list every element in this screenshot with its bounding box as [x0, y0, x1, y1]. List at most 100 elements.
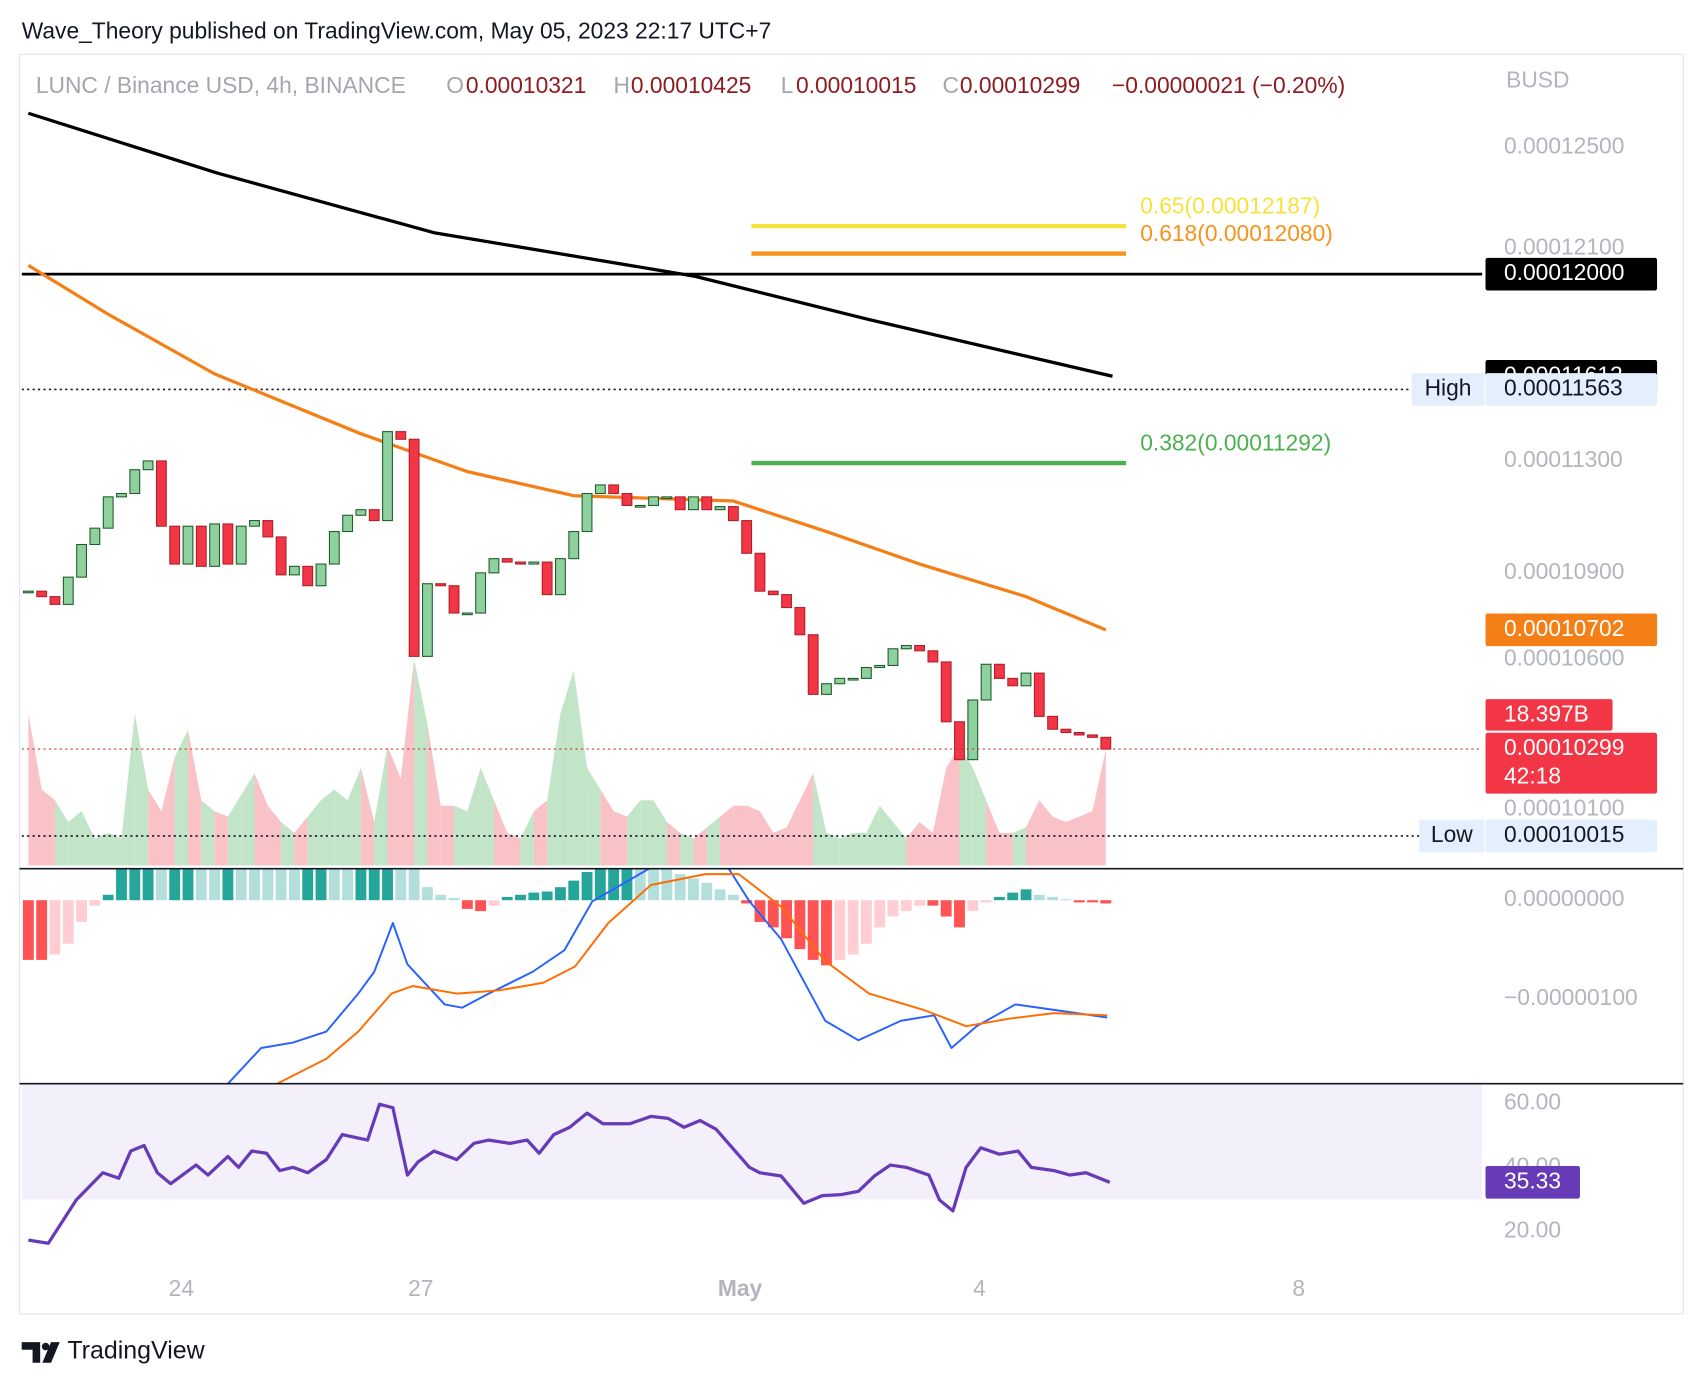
volume-area [1079, 811, 1093, 866]
volume-area [720, 805, 734, 866]
macd-histogram-bar [767, 900, 779, 928]
candle [634, 504, 646, 508]
candle [874, 664, 886, 669]
candle [621, 492, 633, 507]
macd-histogram-bar [1087, 900, 1098, 903]
macd-histogram-bar [395, 868, 407, 901]
volume-area [866, 805, 880, 866]
close-tag-bg [1485, 732, 1658, 794]
axes: 24 27 May 4 8 0.00012500 0.00012100 0.00011300 0… [169, 132, 1658, 1301]
volume-area [826, 832, 840, 866]
volume-area [999, 832, 1013, 866]
x-tick-label: 8 [1292, 1275, 1305, 1301]
volume-area [587, 767, 601, 866]
macd-histogram-bar [860, 900, 872, 944]
candle [209, 523, 221, 567]
candle [475, 572, 487, 614]
macd-histogram-bar [515, 894, 526, 901]
candle [435, 583, 447, 587]
x-tick-label: 4 [973, 1275, 986, 1301]
candle [142, 460, 154, 471]
brand: TradingView [67, 1337, 205, 1365]
macd-histogram-bar [116, 868, 127, 901]
ohlc-key: C [943, 72, 959, 98]
candle [461, 612, 473, 616]
ohlc-key: H [614, 72, 630, 98]
volume-area [493, 800, 508, 866]
macd-histogram-bar [501, 896, 513, 901]
candle [355, 509, 367, 516]
macd-histogram-bar [129, 868, 141, 901]
macd-histogram-bar [89, 900, 101, 906]
y-tick-label: −0.00000100 [1504, 984, 1638, 1010]
macd-histogram-bar [475, 900, 487, 912]
macd-histogram-bar [49, 900, 61, 955]
macd-histogram-bar [275, 868, 287, 901]
x-tick-label: May [718, 1275, 763, 1301]
macd-histogram-bar [62, 900, 74, 944]
volume-area [853, 832, 867, 866]
candle [980, 663, 992, 701]
macd-histogram-bar [142, 868, 154, 901]
logo [21, 1342, 60, 1363]
candle [262, 520, 274, 538]
volume-area [480, 767, 494, 866]
macd-histogram-bar [1060, 899, 1072, 901]
candle [701, 496, 713, 511]
currency: BUSD [1506, 66, 1569, 92]
candle [661, 496, 673, 500]
candle [169, 525, 181, 565]
change: −0.00000021 (−0.20%) [1112, 72, 1345, 98]
candle [754, 552, 766, 592]
macd-histogram-bar [408, 868, 420, 901]
volume-area [773, 827, 787, 866]
macd-histogram-bar [36, 900, 48, 960]
candle [275, 536, 287, 576]
volume-area [214, 811, 228, 866]
macd-histogram-bar [368, 868, 380, 901]
macd-histogram-bar [927, 900, 939, 906]
volume-area [81, 811, 95, 866]
low-tag: 0.00010015 [1504, 821, 1624, 847]
volume-area [307, 800, 322, 866]
candle [914, 645, 926, 652]
high-tag-bg [1485, 373, 1658, 406]
volume-area [267, 805, 282, 866]
rsi-band [21, 1083, 1483, 1200]
macd-histogram-bar [674, 874, 686, 901]
candle [581, 492, 593, 533]
y-tick-label: 0.00012100 [1504, 233, 1624, 259]
macd-histogram-bar [727, 894, 739, 901]
candle [116, 492, 127, 498]
volume-area [560, 670, 574, 866]
candle [1033, 672, 1045, 717]
macd-pane [22, 868, 1112, 1084]
volume-area [400, 659, 415, 866]
volume-area [746, 805, 760, 866]
volume-area [666, 822, 681, 866]
macd-histogram-bar [382, 868, 393, 901]
macd-histogram-bar [608, 868, 620, 901]
volume-area [547, 713, 561, 866]
candle [342, 514, 354, 533]
candle [501, 558, 513, 563]
candle [555, 558, 566, 596]
candle [488, 558, 500, 574]
macd-histogram-bar [781, 900, 792, 939]
macd-histogram-bar [555, 887, 566, 901]
volume-area [613, 811, 627, 866]
macd-histogram-bar [701, 882, 713, 901]
candle [807, 634, 819, 695]
volume-area [427, 724, 441, 866]
volume-area [1012, 827, 1026, 866]
publish-info: Wave_Theory published on TradingView.com… [22, 18, 772, 44]
volume-area [640, 800, 654, 866]
macd-histogram-bar [967, 900, 979, 912]
macd-histogram-bar [102, 894, 114, 901]
candle [794, 607, 806, 636]
candle [954, 721, 965, 761]
volume-area [693, 827, 707, 866]
y-tick-label: 0.00000000 [1504, 885, 1624, 911]
volume-area [201, 800, 215, 866]
